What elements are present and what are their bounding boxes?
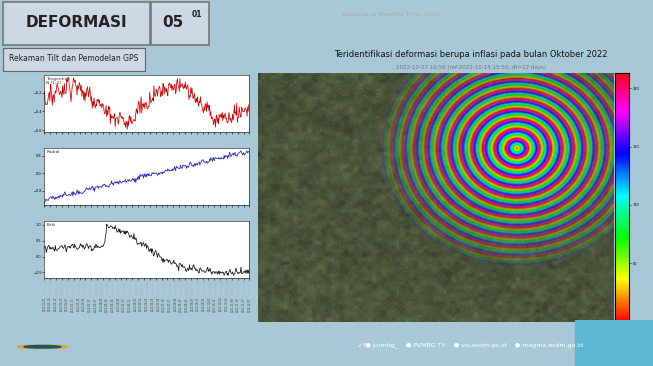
Text: 2022-05-13: 2022-05-13 [122, 297, 126, 311]
Text: Radial: Radial [46, 150, 60, 154]
Text: 2022-08-25: 2022-08-25 [185, 297, 189, 311]
Text: 2022-03-17: 2022-03-17 [88, 297, 92, 311]
Text: 2022-08-15: 2022-08-15 [179, 297, 183, 311]
Text: 2022-10-11: 2022-10-11 [214, 297, 217, 311]
Text: Rekaman Tilt dan Pemodelan GPS: Rekaman Tilt dan Pemodelan GPS [9, 55, 138, 63]
Text: 2022-01-29: 2022-01-29 [59, 297, 63, 311]
Text: 2022-10-27 10:50 (ref-2022-10-15 15:50, dt=12 days): 2022-10-27 10:50 (ref-2022-10-15 15:50, … [396, 65, 546, 70]
Text: 2022-03-27: 2022-03-27 [93, 297, 98, 311]
Circle shape [24, 346, 61, 348]
Text: 2022-10-01: 2022-10-01 [208, 297, 212, 311]
Text: 2022-05-03: 2022-05-03 [116, 297, 120, 311]
Text: 2022-03-08: 2022-03-08 [82, 297, 86, 311]
Text: 2022-01-10: 2022-01-10 [48, 297, 52, 311]
Text: 2022-07-27: 2022-07-27 [168, 297, 172, 311]
Text: 2022-02-26: 2022-02-26 [76, 297, 80, 311]
Bar [151, 2, 209, 45]
Text: 2022-08-06: 2022-08-06 [174, 297, 178, 311]
Bar [575, 320, 653, 366]
Text: Kantariang Meeting Time 05:01: Kantariang Meeting Time 05:01 [342, 12, 441, 17]
Text: Tangential
N (1:1): Tangential N (1:1) [46, 77, 69, 85]
Text: 2022-04-05: 2022-04-05 [99, 297, 103, 311]
Text: 2022-06-29: 2022-06-29 [151, 297, 155, 311]
Text: Beki: Beki [46, 223, 56, 227]
Text: 2022-06-10: 2022-06-10 [139, 297, 143, 311]
Text: 2022-09-03: 2022-09-03 [191, 297, 195, 311]
Text: Januari  s.d 7 Desember  2022 pkl 04:53:03 wib: Januari s.d 7 Desember 2022 pkl 04:53:03… [65, 88, 197, 93]
Text: 2022-06-20: 2022-06-20 [145, 297, 149, 311]
Text: 2022-05-22: 2022-05-22 [128, 297, 132, 311]
Text: 2022-02-07: 2022-02-07 [65, 297, 69, 311]
Text: 01: 01 [192, 10, 202, 19]
Text: 2022-07-18: 2022-07-18 [162, 297, 166, 311]
Text: 2022-11-27: 2022-11-27 [242, 297, 246, 312]
Text: 2022-11-08: 2022-11-08 [231, 297, 234, 311]
Text: 2022-10-20: 2022-10-20 [219, 297, 223, 311]
Text: 2022-09-22: 2022-09-22 [202, 297, 206, 311]
Text: 2022-04-24: 2022-04-24 [111, 297, 115, 311]
Text: Teridentifikasi deformasi berupa inflasi pada bulan Oktober 2022: Teridentifikasi deformasi berupa inflasi… [334, 50, 607, 59]
Text: 2022-01-19: 2022-01-19 [54, 297, 58, 311]
Text: DEFORMASI: DEFORMASI [25, 15, 127, 30]
Text: ✓f● pvmbg_    ● PVMBG TV    ● vsi.esdm.go.id    ● magma.esdm.go.id: ✓f● pvmbg_ ● PVMBG TV ● vsi.esdm.go.id ●… [358, 343, 582, 348]
Text: 05: 05 [163, 15, 183, 30]
Text: 2022-07-08: 2022-07-08 [156, 297, 161, 311]
Text: Tiltmeter G.Semeru St. JAWAR: Tiltmeter G.Semeru St. JAWAR [74, 79, 187, 85]
Text: 2022-01-01: 2022-01-01 [42, 297, 46, 311]
Bar [3, 2, 150, 45]
Bar [3, 48, 146, 71]
Text: 2022-02-17: 2022-02-17 [71, 297, 75, 311]
Text: 2022-11-18: 2022-11-18 [236, 297, 240, 312]
Text: 2022-06-01: 2022-06-01 [133, 297, 138, 311]
Text: 2022-04-14: 2022-04-14 [105, 297, 109, 311]
Text: 2022-09-13: 2022-09-13 [196, 297, 200, 311]
Circle shape [18, 345, 67, 348]
Text: 2022-12-07: 2022-12-07 [247, 297, 251, 311]
Text: 2022-10-30: 2022-10-30 [225, 297, 229, 311]
